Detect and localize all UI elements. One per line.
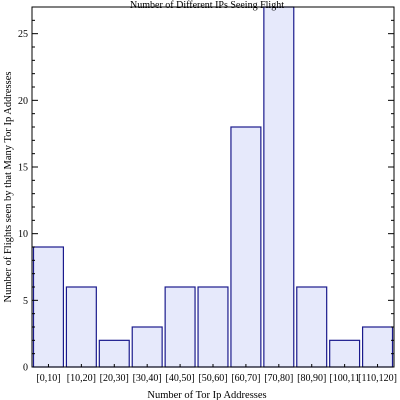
bar-2 [98, 339, 130, 368]
x-tick-label: [60,70] [231, 373, 260, 384]
x-tick-label: [0,10] [36, 373, 60, 384]
y-axis-title: Number of Flights seen by that Many Tor … [3, 72, 14, 303]
bars-layer [32, 6, 394, 368]
x-tick-label: [30,40] [133, 373, 162, 384]
y-tick-label: 10 [18, 229, 28, 240]
x-tick-label: [100,11 [329, 373, 359, 384]
y-tick-label: 5 [23, 296, 28, 307]
x-axis-title: Number of Tor Ip Addresses [147, 390, 266, 400]
bar-4 [164, 286, 196, 368]
x-axis: [0,10] [10,20] [20,30] [30,40] [40,50] [50,60… [36, 364, 397, 384]
x-tick-label: [10,20] [67, 373, 96, 384]
bar-10 [361, 326, 394, 368]
bar-8 [296, 286, 328, 368]
x-tick-label: [70,80] [264, 373, 293, 384]
bar-0 [32, 246, 65, 368]
y-axis: 0 5 10 15 20 25 [18, 6, 394, 374]
x-tick-label: [80,90] [297, 373, 326, 384]
chart-title: Number of Different IPs Seeing Flight [130, 0, 284, 11]
x-tick-label: [110,120] [358, 373, 397, 384]
bar-5 [197, 286, 229, 368]
bar-9 [329, 339, 361, 368]
x-tick-label: [20,30] [100, 373, 129, 384]
x-tick-label: [50,60] [198, 373, 227, 384]
bar-3 [131, 326, 163, 368]
y-tick-label: 15 [18, 163, 28, 174]
bar-6 [230, 126, 262, 368]
bar-7 [263, 6, 295, 368]
bar-1 [65, 286, 97, 368]
y-tick-label: 25 [18, 29, 28, 40]
x-tick-label: [40,50] [166, 373, 195, 384]
y-tick-label: 20 [18, 96, 28, 107]
y-tick-label: 0 [23, 363, 28, 374]
